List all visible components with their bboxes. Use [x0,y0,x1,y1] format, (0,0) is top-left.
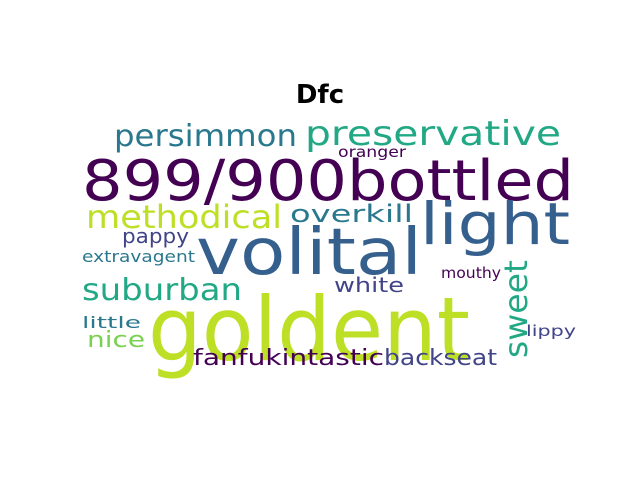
word-goldent: goldent [148,278,470,381]
word-overkill: overkill [290,200,413,228]
word-fanfukintastic: fanfukintastic [193,346,384,371]
word-899-900bottled: 899/900bottled [82,149,574,214]
word-nice: nice [87,328,145,353]
word-light: light [420,190,570,258]
word-oranger: oranger [338,143,407,161]
word-sweet: sweet [497,260,535,358]
word-mouthy: mouthy [441,264,501,282]
word-little: little [82,313,141,332]
word-volital: volital [196,216,422,290]
word-methodical: methodical [86,198,282,236]
word-suburban: suburban [82,273,242,308]
word-extravagent: extravagent [82,247,195,266]
word-preservative: preservative [305,114,561,154]
word-white: white [334,273,404,297]
word-persimmon: persimmon [114,119,297,154]
word-backseat: backseat [384,346,497,371]
word-lippy: lippy [526,322,576,340]
word-pappy: pappy [122,224,189,248]
wordcloud-title: Dfc [295,80,345,110]
